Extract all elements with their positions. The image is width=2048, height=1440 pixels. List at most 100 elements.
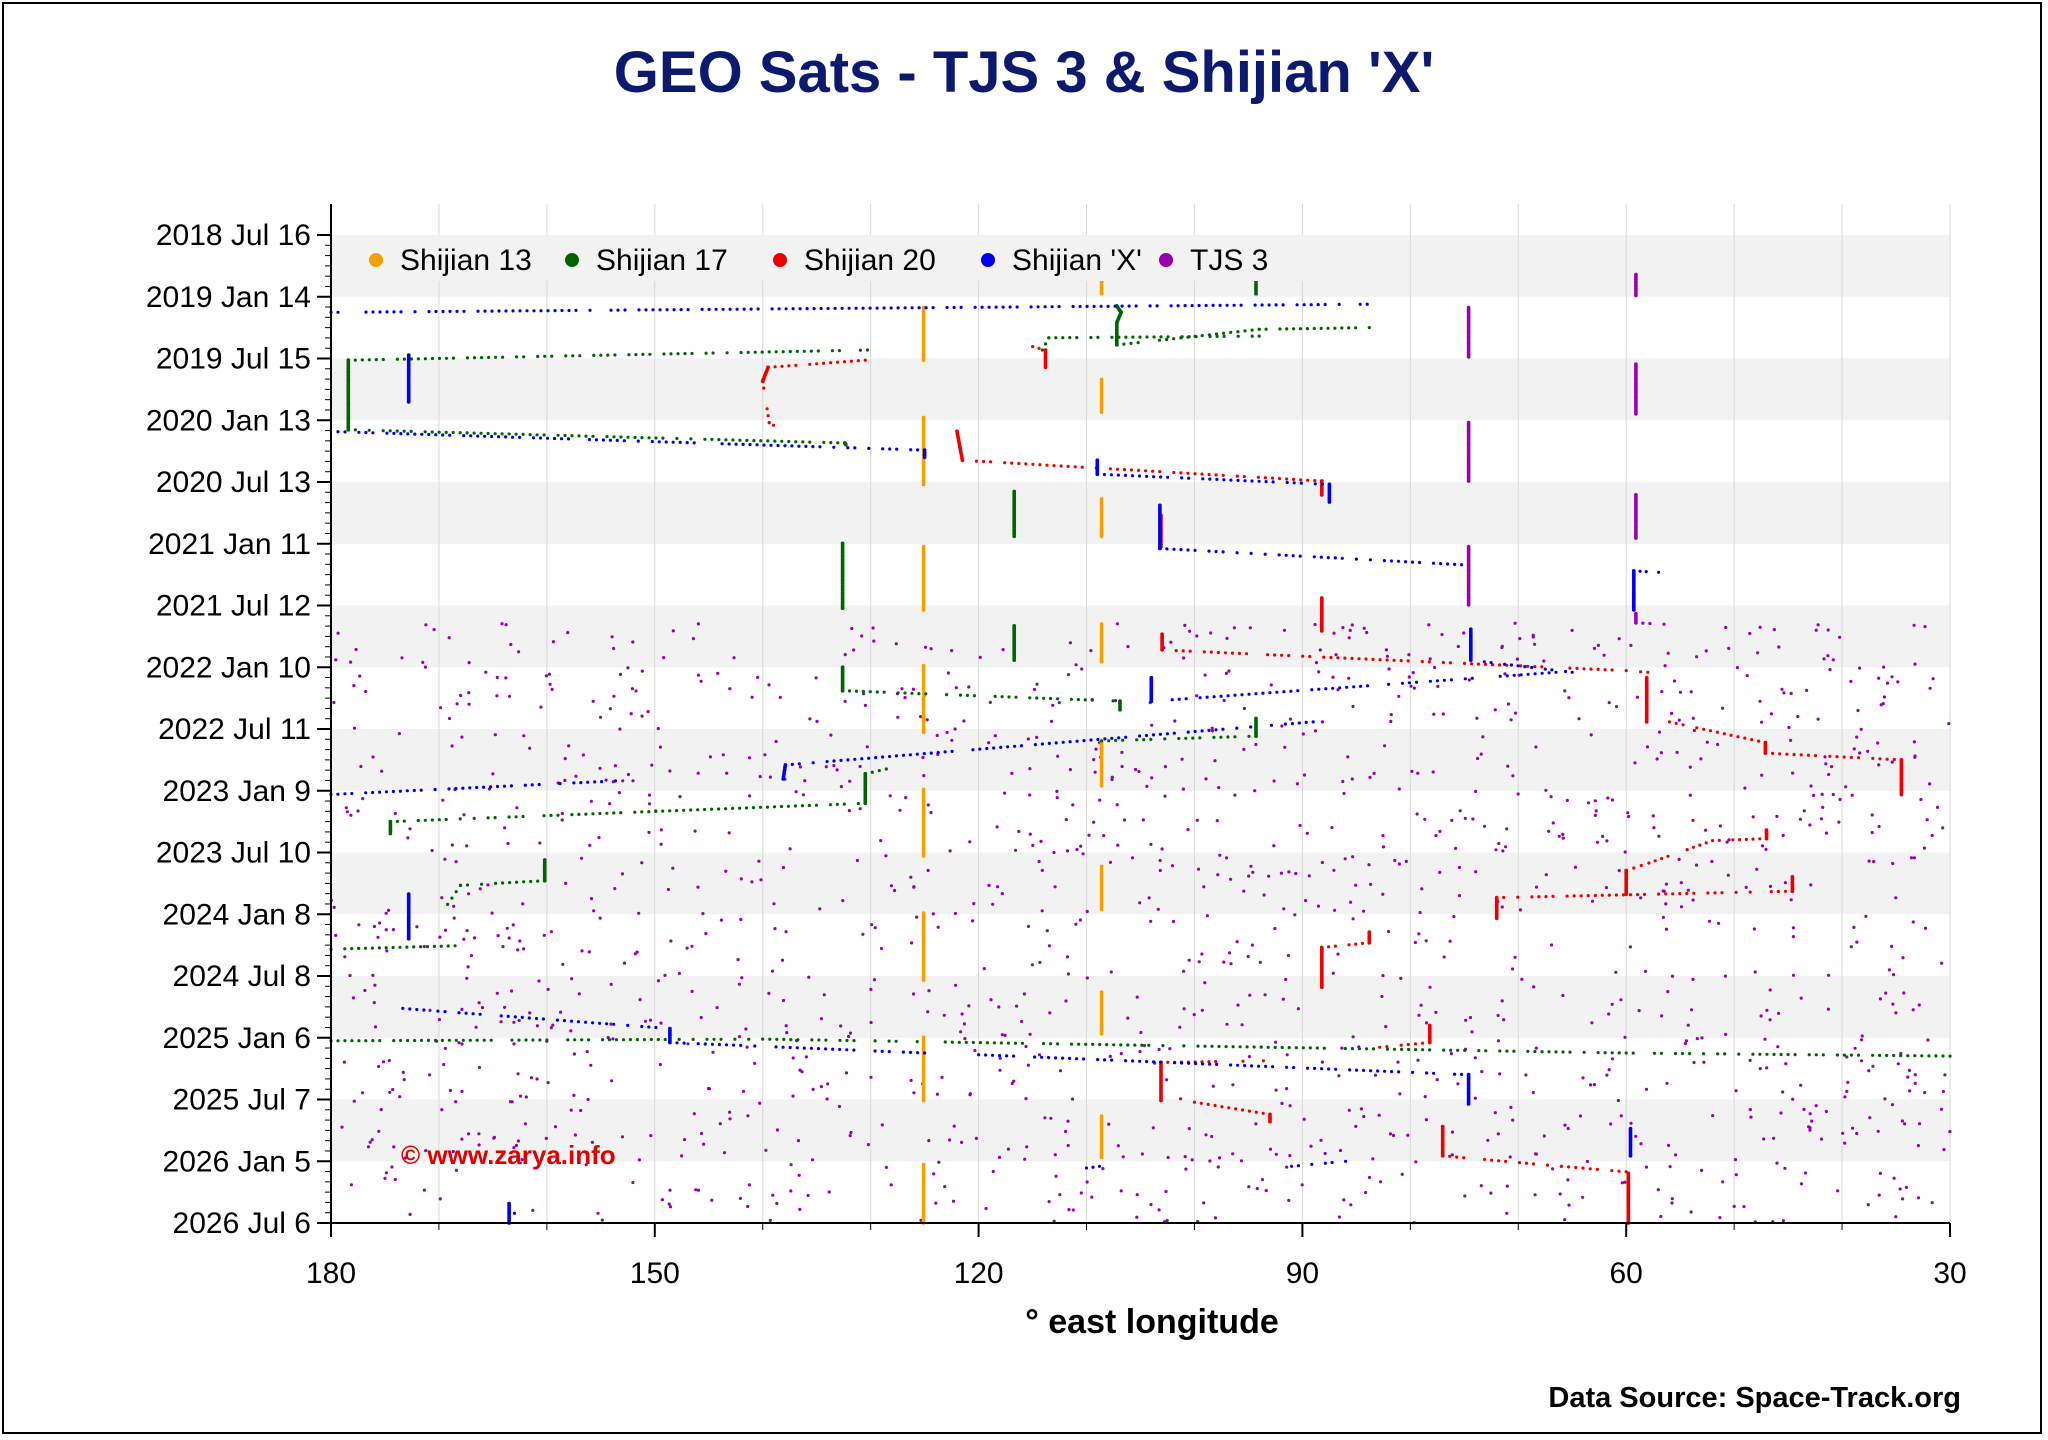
tjs3-dot	[587, 950, 591, 954]
data-point	[388, 429, 392, 433]
tjs3-dot	[459, 693, 463, 698]
data-point	[343, 947, 347, 951]
tjs3-dot	[1087, 833, 1091, 837]
tjs3-dot	[1094, 747, 1098, 751]
data-point	[707, 307, 711, 311]
data-point	[1249, 551, 1253, 556]
data-point	[1186, 730, 1190, 734]
data-point	[856, 802, 860, 806]
data-point	[1406, 659, 1410, 663]
tjs3-dot	[1369, 882, 1373, 887]
data-point	[524, 1038, 528, 1042]
data-point	[987, 305, 991, 309]
data-point	[469, 434, 473, 438]
data-point	[1367, 326, 1371, 330]
tjs3-dot	[1489, 1191, 1493, 1195]
data-point	[1192, 1100, 1197, 1104]
data-point	[515, 880, 519, 884]
data-point	[825, 760, 829, 764]
data-point	[406, 400, 411, 404]
tjs3-dot	[1079, 844, 1083, 848]
tjs3-dot	[1753, 970, 1757, 974]
tjs3-dot	[452, 916, 456, 920]
tjs3-dot	[987, 883, 991, 888]
tjs3-dot	[1115, 622, 1119, 626]
data-point	[559, 437, 564, 441]
data-point	[464, 1011, 468, 1015]
data-point	[566, 1038, 570, 1042]
tjs3-dot	[746, 1114, 750, 1118]
tjs3-dot	[591, 699, 595, 703]
tjs3-dot	[477, 1001, 481, 1005]
data-point	[609, 308, 613, 312]
data-point	[860, 757, 864, 761]
tjs3-dot	[1514, 711, 1518, 715]
tjs3-dot	[1789, 738, 1793, 743]
tjs3-dot	[1855, 940, 1859, 944]
tjs3-dot	[1080, 667, 1084, 671]
data-point	[710, 437, 714, 441]
tjs3-dot	[1655, 757, 1659, 761]
tjs3-dot	[422, 944, 426, 949]
tjs3-dot	[1381, 845, 1386, 849]
series-shijian-20	[760, 345, 1904, 1225]
tjs3-dot	[1877, 676, 1881, 680]
data-point	[1906, 1054, 1910, 1058]
data-point	[606, 353, 610, 357]
data-point	[971, 748, 975, 752]
tjs3-dot	[889, 1183, 893, 1187]
tjs3-dot	[1268, 1147, 1273, 1151]
tjs3-dot	[620, 872, 625, 876]
data-point	[1170, 698, 1174, 702]
data-point	[1913, 1054, 1917, 1058]
tjs3-dot	[546, 1081, 550, 1085]
tjs3-dot	[511, 923, 515, 927]
tjs3-dot	[1064, 999, 1068, 1003]
data-point	[1785, 752, 1789, 756]
tjs3-dot	[352, 726, 357, 730]
tjs3-dot	[640, 714, 644, 718]
data-point	[437, 430, 441, 434]
tjs3-dot	[361, 1091, 365, 1095]
tjs3-dot	[1164, 1189, 1168, 1194]
data-point	[1165, 337, 1169, 342]
data-point	[1631, 1051, 1635, 1055]
tjs3-dot	[1748, 1108, 1752, 1112]
tjs3-dot	[1913, 1081, 1917, 1085]
tjs3-dot	[1500, 999, 1504, 1003]
tjs3-dot	[789, 1189, 793, 1193]
data-point	[1152, 475, 1156, 479]
data-point	[1287, 1046, 1291, 1050]
tjs3-dot	[869, 987, 873, 992]
tjs3-dot	[1563, 689, 1567, 693]
tjs3-dot	[1120, 750, 1124, 755]
tjs3-dot	[1822, 657, 1826, 661]
tjs3-dot	[668, 1188, 672, 1192]
tjs3-dot	[348, 973, 352, 978]
tjs3-dot	[1338, 1148, 1343, 1153]
data-point	[875, 690, 879, 694]
data-point	[725, 351, 729, 355]
data-point	[377, 946, 381, 950]
tjs3-dot	[666, 887, 671, 892]
tjs3-dot	[1781, 1219, 1785, 1223]
data-point	[458, 883, 463, 888]
tjs3-dot	[1619, 998, 1623, 1002]
data-point	[1261, 1059, 1266, 1063]
data-point	[802, 349, 806, 353]
tjs3-dot	[1567, 1203, 1571, 1207]
tjs3-dot	[1202, 1201, 1206, 1205]
data-point	[521, 432, 525, 436]
tjs3-dot	[847, 1034, 851, 1039]
tjs3-dot	[1752, 927, 1756, 931]
tjs3-dot	[1282, 907, 1286, 911]
data-point	[1400, 1047, 1404, 1051]
data-point	[1131, 1059, 1135, 1063]
tjs3-dot	[1758, 1067, 1762, 1071]
tjs3-dot	[1894, 896, 1898, 900]
tjs3-dot	[1819, 1137, 1824, 1141]
tjs3-dot	[1183, 1155, 1187, 1159]
data-point	[451, 356, 456, 360]
tjs3-dot	[993, 734, 997, 738]
tjs3-dot	[1901, 956, 1905, 960]
